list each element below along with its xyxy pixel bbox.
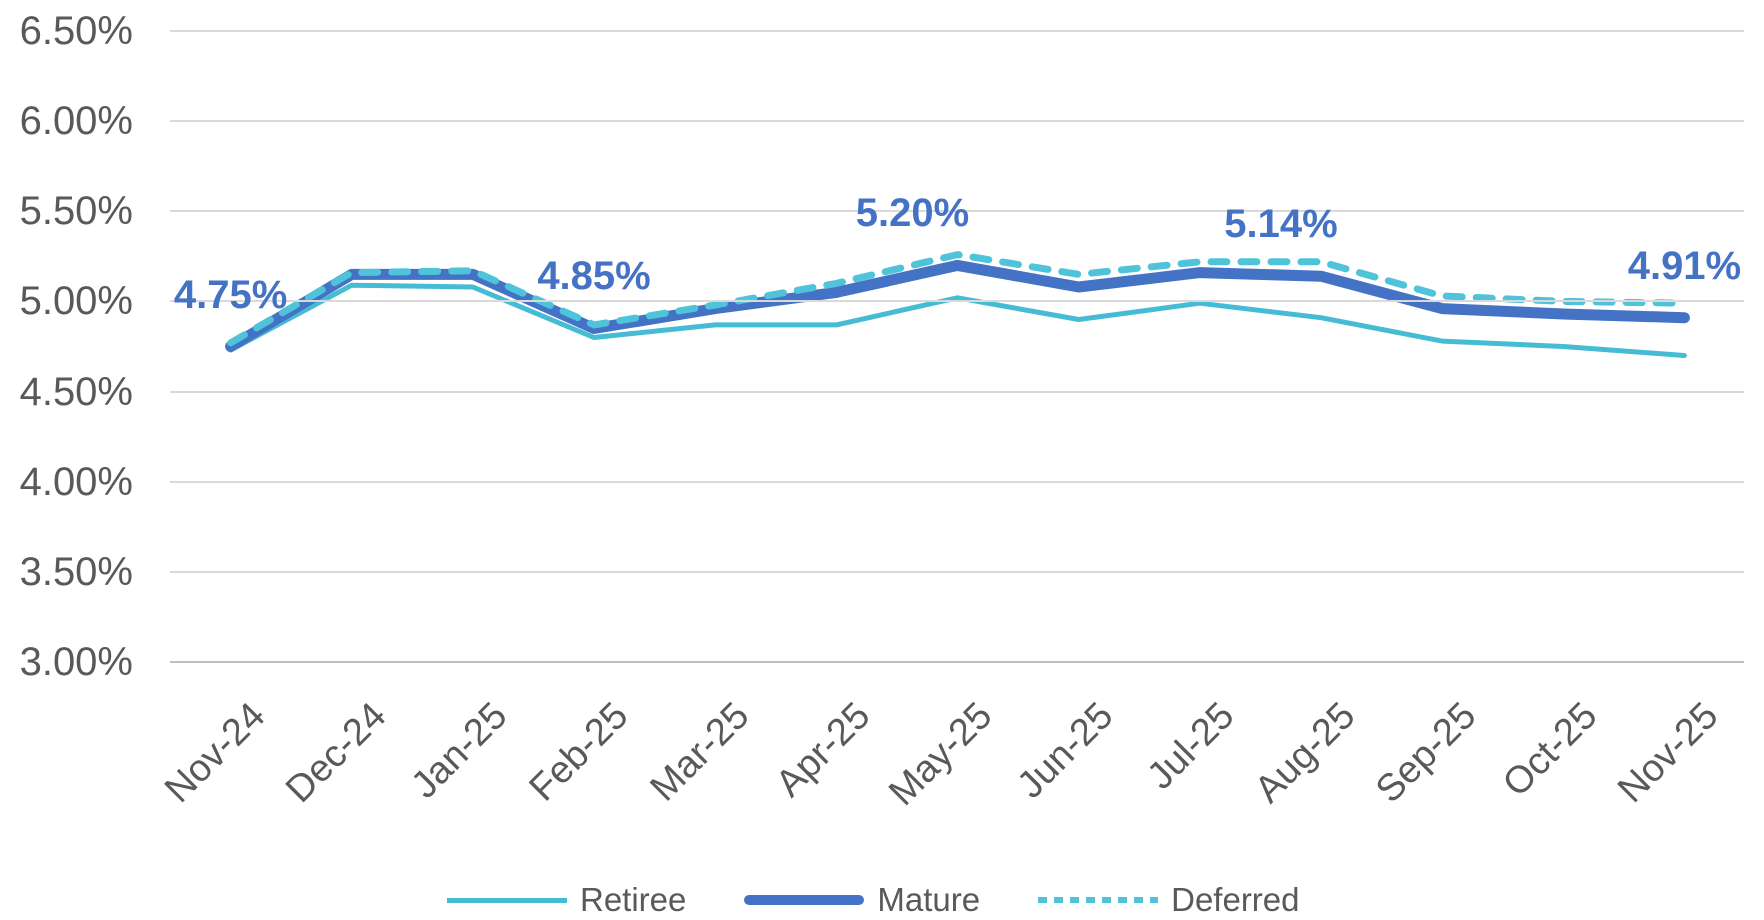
- legend-label-deferred: Deferred: [1171, 881, 1300, 918]
- series-line-retiree[interactable]: [228, 282, 1687, 358]
- chart-legend: Retiree Mature Deferred: [447, 878, 1300, 920]
- legend-item-retiree[interactable]: Retiree: [447, 878, 686, 920]
- gridline: [170, 210, 1744, 213]
- y-axis-tick-label: 3.00%: [19, 640, 133, 684]
- gridline: [170, 120, 1744, 123]
- legend-label-mature: Mature: [877, 881, 981, 918]
- gridline: [170, 480, 1744, 483]
- retiree-line-swatch-icon: [447, 897, 567, 903]
- data-label: 5.20%: [855, 191, 970, 236]
- deferred-line-swatch-icon: [1038, 897, 1159, 903]
- y-axis-tick-label: 5.00%: [19, 279, 133, 324]
- y-axis-tick-label: 6.50%: [19, 9, 133, 53]
- x-axis-line: [170, 661, 1744, 663]
- series-line-deferred[interactable]: [227, 251, 1688, 347]
- y-axis-tick-label: 4.00%: [19, 459, 133, 504]
- gridline: [170, 390, 1744, 393]
- data-label: 4.91%: [1627, 243, 1742, 288]
- data-label: 4.75%: [173, 272, 288, 317]
- y-axis-tick-label: 5.50%: [19, 189, 133, 234]
- gridline: [170, 30, 1744, 32]
- series-line-mature[interactable]: [225, 259, 1690, 352]
- gridline: [170, 300, 1744, 303]
- y-axis-tick-label: 6.00%: [19, 99, 133, 144]
- legend-item-deferred[interactable]: Deferred: [1038, 878, 1300, 920]
- data-label: 4.85%: [537, 254, 651, 299]
- gridline: [170, 570, 1744, 573]
- legend-label-retiree: Retiree: [580, 881, 687, 918]
- legend-item-mature[interactable]: Mature: [744, 878, 980, 920]
- y-axis-tick-label: 4.50%: [19, 369, 133, 414]
- data-label: 5.14%: [1224, 202, 1338, 247]
- y-axis-tick-label: 3.50%: [19, 549, 133, 594]
- mature-line-swatch-icon: [744, 895, 865, 905]
